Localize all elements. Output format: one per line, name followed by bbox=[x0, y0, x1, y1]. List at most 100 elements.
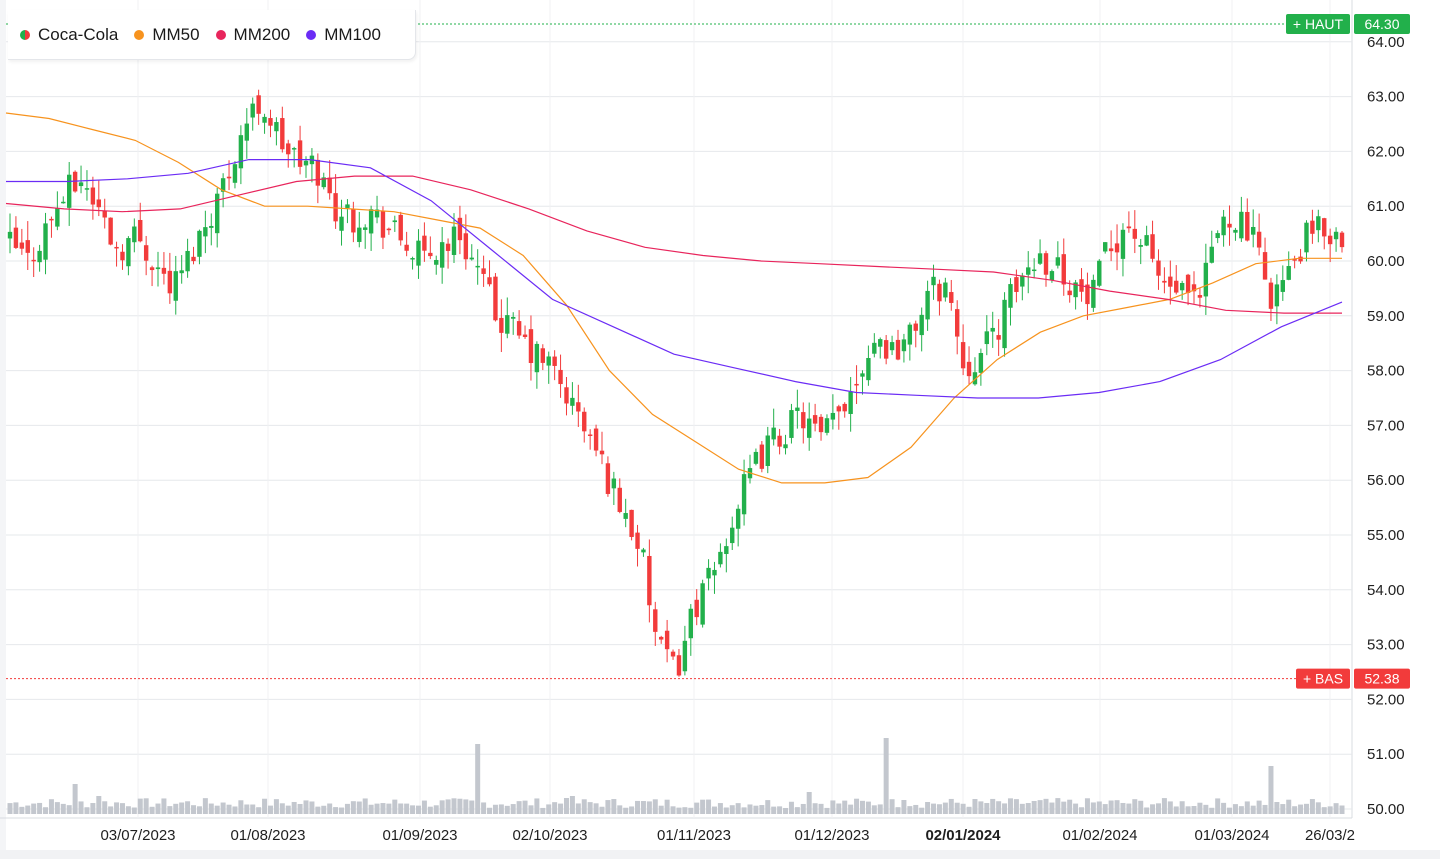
candle-body bbox=[546, 356, 551, 366]
volume-bar bbox=[1067, 799, 1073, 814]
volume-bar bbox=[658, 805, 664, 814]
candle-body bbox=[1310, 220, 1315, 234]
candle-body bbox=[1227, 223, 1232, 228]
volume-bar bbox=[1244, 801, 1250, 814]
volume-bar bbox=[587, 802, 593, 814]
candle-body bbox=[120, 251, 125, 261]
volume-bar bbox=[173, 803, 179, 814]
legend-item-mm200[interactable]: MM200 bbox=[215, 25, 290, 45]
volume-bar bbox=[1303, 803, 1309, 814]
candle-body bbox=[209, 225, 214, 228]
volume-bar bbox=[552, 802, 558, 814]
candle-body bbox=[848, 391, 853, 414]
candle-body bbox=[167, 270, 173, 294]
volume-bar bbox=[913, 804, 919, 814]
candle-body bbox=[67, 174, 72, 208]
volume-bar bbox=[1256, 800, 1262, 814]
volume-bar bbox=[415, 805, 421, 814]
volume-bar bbox=[1238, 806, 1244, 814]
volume-bar bbox=[427, 806, 433, 814]
candle-body bbox=[984, 331, 989, 345]
y-tick-label: 52.00 bbox=[1367, 691, 1405, 708]
candle-body bbox=[511, 316, 516, 319]
volume-bar bbox=[179, 802, 185, 814]
candle-body bbox=[1168, 276, 1173, 287]
candle-body bbox=[570, 397, 575, 406]
volume-bar bbox=[362, 798, 368, 814]
candle-body bbox=[244, 123, 249, 141]
volume-bar bbox=[410, 805, 416, 814]
candle-body bbox=[789, 410, 794, 438]
candle-body bbox=[475, 265, 480, 268]
candle-body bbox=[907, 324, 913, 345]
candle-body bbox=[925, 290, 930, 320]
purple-dot-icon bbox=[306, 29, 317, 40]
low-value-tag bbox=[1354, 668, 1410, 689]
candle-body bbox=[90, 187, 96, 205]
volume-bar bbox=[492, 804, 498, 814]
candle-body bbox=[185, 250, 190, 272]
candle-body bbox=[688, 608, 693, 639]
candle-body bbox=[1085, 284, 1090, 305]
candle-body bbox=[1245, 211, 1250, 241]
volume-bar bbox=[469, 800, 475, 814]
volume-bar bbox=[954, 802, 960, 814]
candle-body bbox=[215, 193, 220, 234]
volume-bar bbox=[990, 798, 996, 814]
candle-body bbox=[1037, 253, 1043, 264]
volume-bar bbox=[747, 804, 753, 814]
candle-body bbox=[291, 148, 297, 150]
volume-bar bbox=[984, 803, 990, 814]
candle-body bbox=[972, 372, 978, 385]
volume-bar bbox=[1073, 803, 1079, 814]
volume-bar bbox=[1333, 803, 1339, 814]
candle-body bbox=[1327, 235, 1333, 245]
candle-body bbox=[889, 342, 895, 351]
volume-bar bbox=[711, 806, 717, 814]
candle-body bbox=[1120, 229, 1126, 259]
volume-bar bbox=[1108, 800, 1114, 814]
legend-item-mm50[interactable]: MM50 bbox=[134, 25, 200, 45]
candle-body bbox=[463, 233, 469, 260]
volume-bar bbox=[315, 806, 321, 814]
volume-bar bbox=[1155, 803, 1161, 814]
x-tick-label: 01/12/2023 bbox=[794, 827, 869, 844]
candle-body bbox=[528, 329, 534, 363]
volume-bar bbox=[534, 798, 540, 814]
volume-bar bbox=[167, 806, 173, 814]
candle-body bbox=[730, 527, 735, 544]
volume-bar bbox=[102, 801, 108, 814]
volume-bar bbox=[1315, 802, 1321, 814]
candle-body bbox=[605, 463, 611, 494]
volume-bar bbox=[706, 799, 712, 814]
candle-body bbox=[872, 342, 877, 354]
volume-bar bbox=[1309, 799, 1315, 814]
volume-bar bbox=[694, 802, 700, 814]
legend-item-mm100[interactable]: MM100 bbox=[306, 25, 381, 45]
volume-bar bbox=[291, 801, 297, 814]
volume-bar bbox=[131, 807, 137, 814]
volume-bar bbox=[504, 805, 510, 814]
volume-bar bbox=[830, 800, 836, 814]
orange-dot-icon bbox=[134, 29, 145, 40]
volume-bar bbox=[1055, 798, 1061, 814]
candle-body bbox=[232, 164, 238, 183]
volume-bar bbox=[901, 800, 907, 814]
candle-body bbox=[812, 415, 818, 424]
volume-bar bbox=[700, 799, 706, 814]
candle-body bbox=[84, 188, 90, 190]
candle-body bbox=[1233, 229, 1238, 233]
legend-item-coca-cola[interactable]: Coca-Cola bbox=[20, 25, 118, 45]
volume-bar bbox=[1144, 807, 1150, 814]
volume-bar bbox=[670, 806, 676, 814]
volume-bar bbox=[404, 803, 410, 814]
volume-bar bbox=[344, 803, 350, 814]
candle-body bbox=[55, 208, 60, 227]
volume-bar bbox=[575, 803, 581, 814]
candle-body bbox=[357, 227, 362, 242]
candle-body bbox=[664, 630, 670, 650]
volume-bar bbox=[238, 800, 244, 814]
candle-body bbox=[445, 243, 451, 251]
candle-body bbox=[629, 509, 634, 537]
